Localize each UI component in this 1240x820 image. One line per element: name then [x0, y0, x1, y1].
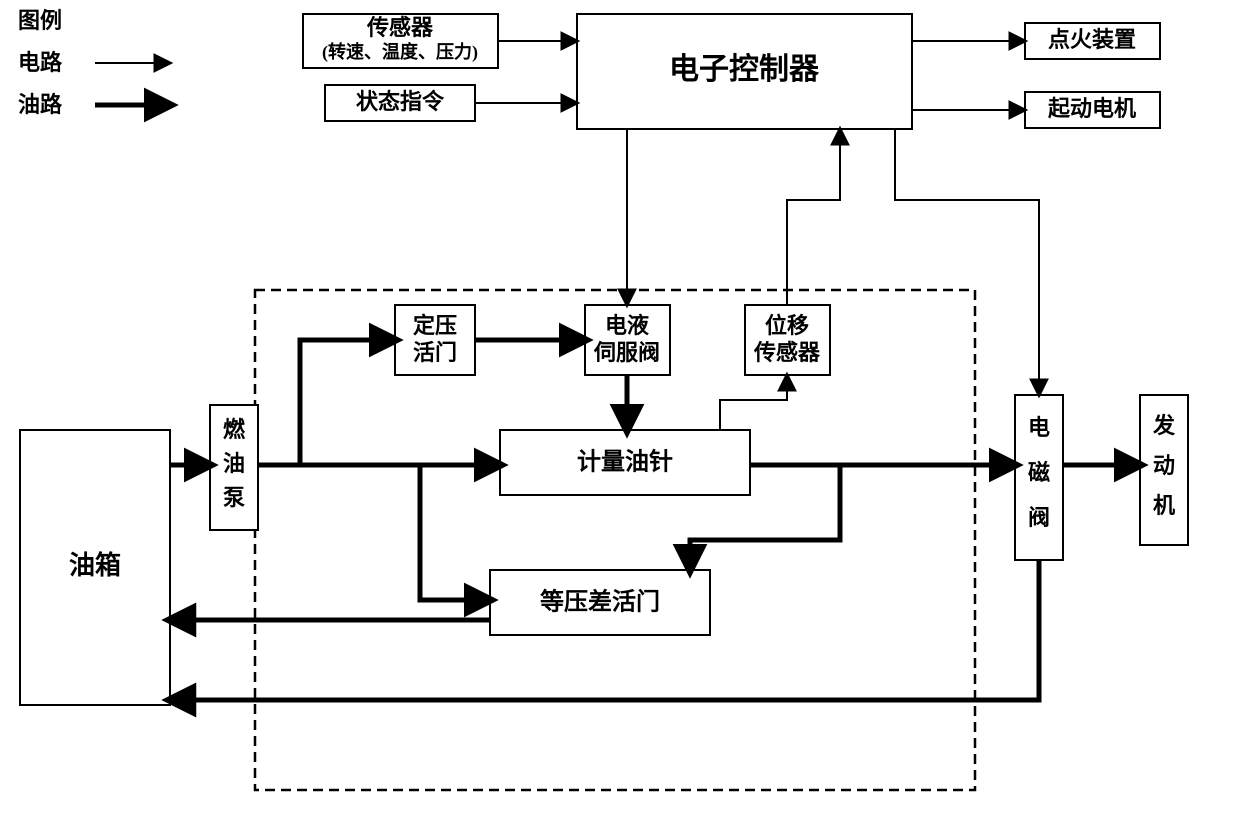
svg-text:油: 油 [223, 451, 245, 476]
sensor-box: 传感器 (转速、温度、压力) [303, 14, 498, 68]
starter-label: 起动电机 [1047, 96, 1136, 121]
edge-metering-disp [720, 375, 787, 430]
svg-text:电液: 电液 [605, 313, 649, 338]
sensor-line1: 传感器 [366, 15, 434, 40]
legend-title: 图例 [18, 8, 62, 33]
svg-text:磁: 磁 [1028, 460, 1050, 485]
sensor-line2: (转速、温度、压力) [322, 41, 478, 63]
metering-needle-box: 计量油针 [500, 430, 750, 495]
svg-text:伺服阀: 伺服阀 [593, 340, 660, 365]
legend: 图例 电路 油路 [18, 8, 170, 117]
edge-ecu-solenoid [895, 129, 1039, 395]
fuel-tank-label: 油箱 [69, 550, 121, 580]
svg-text:活门: 活门 [413, 340, 457, 365]
svg-text:电: 电 [1028, 415, 1050, 440]
svg-text:动: 动 [1153, 453, 1175, 478]
starter-box: 起动电机 [1025, 92, 1160, 128]
metering-label: 计量油针 [577, 448, 673, 476]
ecu-label: 电子控制器 [669, 53, 820, 86]
oil-pump-constpress [300, 340, 395, 465]
eh-servo-valve-box: 电液 伺服阀 [585, 305, 670, 375]
svg-text:传感器: 传感器 [753, 340, 821, 365]
edge-disp-ecu [787, 129, 840, 305]
svg-text:燃: 燃 [223, 417, 246, 442]
ignition-box: 点火装置 [1025, 23, 1160, 59]
disp-sensor-box: 位移 传感器 [745, 305, 830, 375]
diff-press-label: 等压差活门 [540, 588, 660, 616]
svg-text:泵: 泵 [223, 485, 245, 510]
diff-press-valve-box: 等压差活门 [490, 570, 710, 635]
fuel-tank-box: 油箱 [20, 430, 170, 705]
solenoid-box: 电 磁 阀 [1015, 395, 1063, 560]
state-cmd-label: 状态指令 [356, 89, 445, 114]
svg-text:定压: 定压 [413, 313, 457, 338]
fuel-pump-box: 燃 油 泵 [210, 405, 258, 530]
ignition-label: 点火装置 [1048, 27, 1136, 52]
const-press-valve-box: 定压 活门 [395, 305, 475, 375]
legend-oil-label: 油路 [18, 92, 63, 117]
diagram-canvas: 图例 电路 油路 传感器 (转速、温度、压力) 状态指令 电子控制器 点火装置 … [0, 0, 1240, 820]
state-cmd-box: 状态指令 [325, 85, 475, 121]
svg-text:发: 发 [1152, 413, 1176, 438]
engine-box: 发 动 机 [1140, 395, 1188, 545]
ecu-box: 电子控制器 [577, 14, 912, 129]
legend-circuit-label: 电路 [18, 50, 63, 75]
svg-text:机: 机 [1153, 493, 1175, 518]
svg-text:位移: 位移 [765, 313, 809, 338]
oil-prepnt-diffpress [420, 465, 490, 600]
svg-text:阀: 阀 [1028, 505, 1050, 530]
